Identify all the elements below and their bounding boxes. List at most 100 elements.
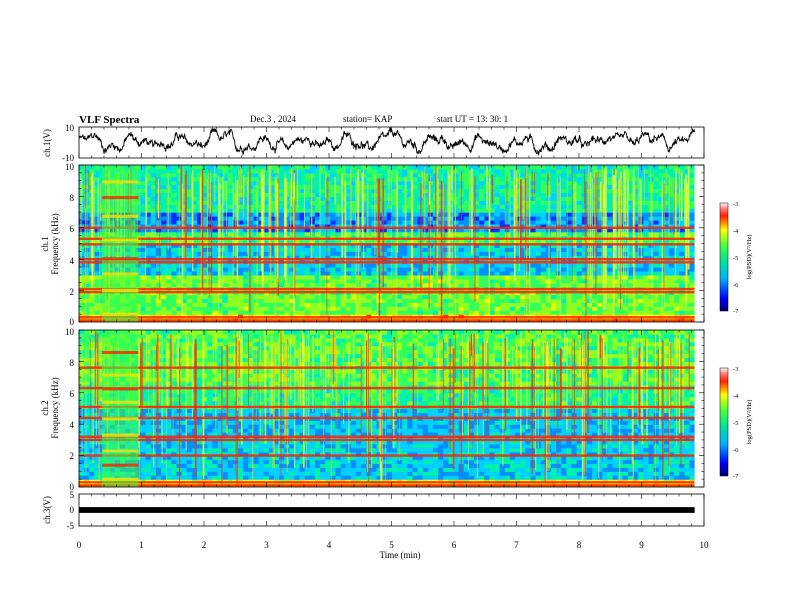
spec-cell xyxy=(448,165,455,170)
spec-cell xyxy=(484,251,491,256)
spec-cell xyxy=(268,247,275,252)
spec-cell xyxy=(586,168,593,174)
spec-cell xyxy=(330,196,337,201)
spec-cell xyxy=(335,302,342,307)
spec-cell xyxy=(248,310,255,315)
spec-cell xyxy=(207,294,213,300)
spec-cell xyxy=(248,282,255,288)
spec-cell xyxy=(391,216,398,221)
spec-cell xyxy=(550,274,557,280)
spec-cell xyxy=(366,302,373,307)
spec-cell xyxy=(325,247,331,252)
spec-cell xyxy=(422,263,429,268)
spec-cell xyxy=(453,302,460,307)
spec-cell xyxy=(489,298,496,303)
spec-cell xyxy=(366,306,373,311)
spec-cell xyxy=(335,219,342,225)
spec-cell xyxy=(181,251,188,256)
spec-cell xyxy=(299,204,306,209)
spec-cell xyxy=(648,231,655,237)
spec-cell xyxy=(633,216,639,221)
spec-cell xyxy=(525,294,532,300)
spec-cell xyxy=(422,243,429,249)
spec-cell xyxy=(474,282,480,288)
spec-cell xyxy=(633,227,639,233)
spec-cell xyxy=(227,231,234,237)
spec-cell xyxy=(150,243,157,249)
spec-cell xyxy=(407,227,414,233)
spec-cell xyxy=(320,200,326,205)
spec-cell xyxy=(181,192,188,197)
spec-cell xyxy=(668,172,675,178)
spec-cell xyxy=(674,208,680,213)
spec-cell xyxy=(294,294,301,300)
spec-cell xyxy=(422,302,429,307)
spec-cell xyxy=(155,223,162,229)
spec-cell xyxy=(202,212,208,217)
spec-cell xyxy=(550,168,557,174)
spec-spike xyxy=(341,173,344,258)
spec-cell xyxy=(207,270,213,276)
spec-cell xyxy=(571,306,578,311)
spec-cell xyxy=(402,263,408,268)
spec-cell xyxy=(150,267,157,272)
ch1-ytick-bottom: -10 xyxy=(62,153,74,163)
spec-cell xyxy=(309,212,316,217)
spec-cell xyxy=(638,270,644,276)
spec-cell xyxy=(484,208,491,213)
spec-cell xyxy=(243,294,249,300)
spec-cell xyxy=(243,172,249,178)
spec-cell xyxy=(186,208,193,213)
spec-cell xyxy=(258,302,265,307)
spec-cell xyxy=(212,298,219,303)
spec-cell xyxy=(561,302,567,307)
spec-cell xyxy=(150,192,157,197)
spec-cell xyxy=(453,239,460,245)
spec-cell xyxy=(320,184,326,190)
spec-cell xyxy=(576,306,583,311)
spec-cell xyxy=(340,192,347,197)
spec-cell xyxy=(412,200,419,205)
spec-cell xyxy=(222,278,229,284)
spec-cell xyxy=(581,219,588,225)
spec-cell xyxy=(253,298,260,303)
spec-cell xyxy=(540,294,547,300)
spec-cell xyxy=(289,165,296,170)
spec-cell xyxy=(340,176,347,182)
spec-cell xyxy=(643,298,650,303)
spec-cell xyxy=(207,255,213,260)
spec-cell xyxy=(597,216,603,221)
spec-cell xyxy=(679,282,685,288)
spec-cell xyxy=(499,274,506,280)
spec-cell xyxy=(540,270,547,276)
spec-cell xyxy=(674,219,680,225)
spec-cell xyxy=(550,298,557,303)
spec-cell xyxy=(658,219,665,225)
spec-cell xyxy=(515,251,521,256)
spec-cell xyxy=(381,302,388,307)
spec-cell xyxy=(222,274,229,280)
spec-cell xyxy=(550,267,557,272)
spec-cell xyxy=(248,192,255,197)
spec-cell xyxy=(386,239,393,245)
spec-cell xyxy=(161,176,167,182)
spec-spike xyxy=(275,175,277,263)
spec-cell xyxy=(330,251,337,256)
spec-cell xyxy=(633,212,639,217)
spec-cell xyxy=(150,172,157,178)
spec-spike xyxy=(603,184,605,311)
spec-cell xyxy=(232,267,239,272)
spec-cell xyxy=(530,274,537,280)
spec-spike xyxy=(344,181,347,301)
spec-cell xyxy=(571,267,578,272)
spec-cell xyxy=(279,298,285,303)
spec-cell xyxy=(684,172,691,178)
spec-cell xyxy=(258,278,265,284)
spec-cell xyxy=(571,278,578,284)
spec-cell xyxy=(268,184,275,190)
spec-cell xyxy=(273,180,280,186)
spec-cell xyxy=(191,243,198,249)
spec-cell xyxy=(607,219,614,225)
spec-cell xyxy=(468,255,475,260)
spec-cell xyxy=(186,184,193,190)
